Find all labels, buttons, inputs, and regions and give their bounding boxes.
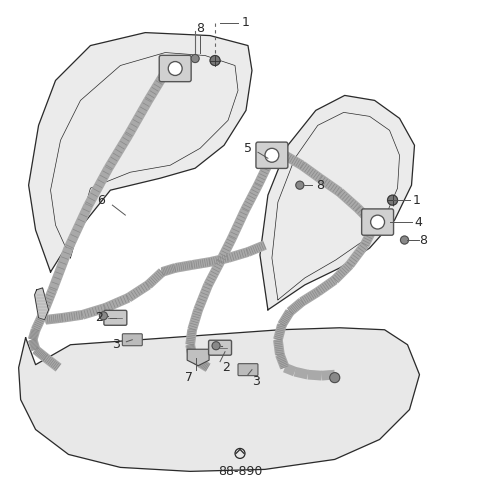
Polygon shape bbox=[35, 288, 48, 320]
Text: 2: 2 bbox=[222, 361, 230, 374]
Text: 6: 6 bbox=[97, 194, 106, 207]
Circle shape bbox=[191, 55, 199, 63]
Polygon shape bbox=[187, 349, 209, 366]
Text: 7: 7 bbox=[185, 371, 193, 384]
Circle shape bbox=[330, 373, 340, 383]
Circle shape bbox=[99, 312, 108, 320]
FancyBboxPatch shape bbox=[159, 55, 191, 82]
Text: 88-890: 88-890 bbox=[218, 465, 262, 478]
Circle shape bbox=[212, 342, 220, 350]
Polygon shape bbox=[19, 328, 420, 471]
Polygon shape bbox=[260, 95, 415, 310]
Circle shape bbox=[400, 236, 408, 244]
FancyBboxPatch shape bbox=[256, 142, 288, 168]
Text: 2: 2 bbox=[96, 311, 103, 325]
Circle shape bbox=[371, 215, 384, 229]
Circle shape bbox=[265, 148, 279, 162]
Text: 3: 3 bbox=[112, 338, 120, 351]
FancyBboxPatch shape bbox=[122, 334, 142, 346]
Circle shape bbox=[296, 181, 304, 189]
Text: 1: 1 bbox=[242, 16, 250, 29]
Text: 8: 8 bbox=[316, 179, 324, 192]
Circle shape bbox=[387, 195, 397, 205]
Text: 5: 5 bbox=[244, 142, 252, 155]
Polygon shape bbox=[29, 33, 252, 272]
Text: 8: 8 bbox=[196, 22, 204, 35]
FancyBboxPatch shape bbox=[209, 340, 231, 355]
Circle shape bbox=[210, 56, 220, 66]
Text: 8: 8 bbox=[420, 234, 428, 247]
Text: 3: 3 bbox=[252, 375, 260, 388]
FancyBboxPatch shape bbox=[238, 364, 258, 376]
FancyBboxPatch shape bbox=[361, 209, 394, 235]
Text: 1: 1 bbox=[412, 194, 420, 207]
Text: 4: 4 bbox=[415, 216, 422, 229]
Circle shape bbox=[168, 62, 182, 76]
FancyBboxPatch shape bbox=[104, 310, 127, 325]
